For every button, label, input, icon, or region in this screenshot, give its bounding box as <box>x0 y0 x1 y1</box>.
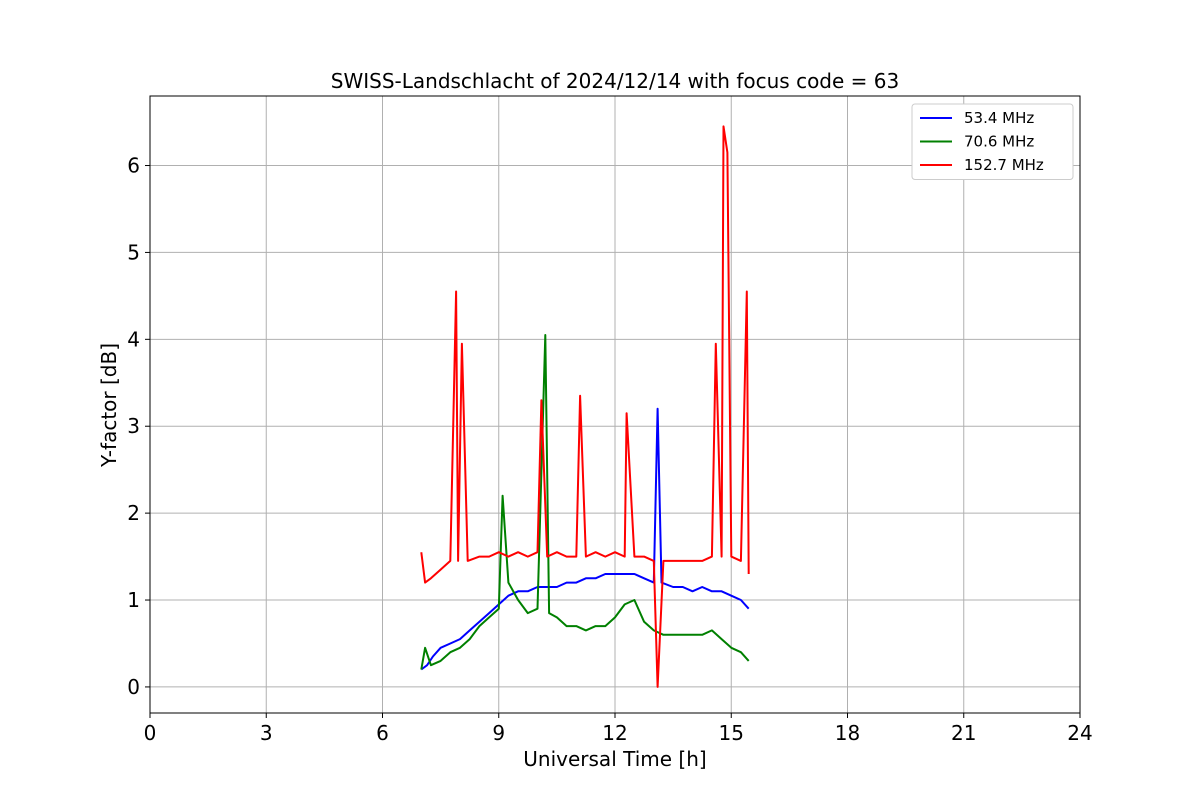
legend: 53.4 MHz 70.6 MHz 152.7 MHz <box>911 103 1074 180</box>
x-tick-label: 0 <box>144 721 157 745</box>
y-tick-label: 6 <box>127 154 140 178</box>
chart-title: SWISS-Landschlacht of 2024/12/14 with fo… <box>331 69 899 93</box>
x-tick-label: 9 <box>492 721 505 745</box>
x-tick-label: 6 <box>376 721 389 745</box>
legend-label-2: 152.7 MHz <box>964 156 1044 174</box>
y-tick-label: 0 <box>127 675 140 699</box>
y-tick-label: 5 <box>127 240 140 264</box>
y-tick-label: 1 <box>127 588 140 612</box>
y-tick-label: 3 <box>127 414 140 438</box>
series-line-1 <box>420 334 750 670</box>
y-tick-label: 2 <box>127 501 140 525</box>
x-tick-label: 18 <box>835 721 860 745</box>
series-line-0 <box>420 407 750 671</box>
x-tick-label: 12 <box>602 721 627 745</box>
x-tick-label: 15 <box>719 721 744 745</box>
x-tick-label: 24 <box>1067 721 1092 745</box>
legend-label-1: 70.6 MHz <box>964 133 1034 151</box>
x-tick-label: 3 <box>260 721 273 745</box>
y-axis-ticks: 0 1 2 3 4 5 6 <box>127 154 150 699</box>
y-axis-label: Y-factor [dB] <box>97 343 121 468</box>
x-axis-label: Universal Time [h] <box>523 747 706 771</box>
x-tick-label: 21 <box>951 721 976 745</box>
legend-box <box>911 103 1074 180</box>
series-layer <box>420 125 750 688</box>
x-axis-ticks: 0 3 6 9 12 15 18 21 24 <box>144 713 1093 745</box>
series-line-2 <box>420 125 750 688</box>
legend-label-0: 53.4 MHz <box>964 109 1034 127</box>
y-tick-label: 4 <box>127 327 140 351</box>
